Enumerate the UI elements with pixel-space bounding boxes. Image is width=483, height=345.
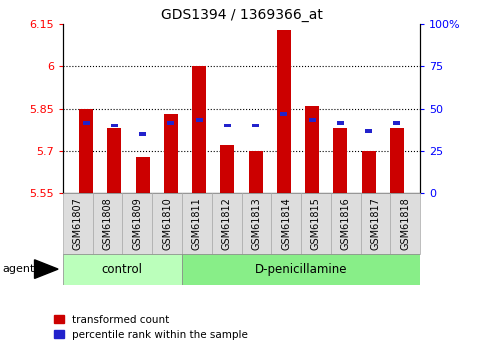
FancyBboxPatch shape: [301, 193, 331, 254]
Bar: [390, 128, 404, 193]
FancyBboxPatch shape: [63, 254, 182, 285]
Legend: transformed count, percentile rank within the sample: transformed count, percentile rank withi…: [54, 315, 248, 340]
Bar: [224, 124, 231, 127]
Polygon shape: [35, 260, 58, 278]
Bar: [337, 121, 344, 125]
Text: D-penicillamine: D-penicillamine: [255, 263, 347, 276]
Bar: [79, 109, 93, 193]
FancyBboxPatch shape: [93, 193, 122, 254]
Bar: [362, 151, 376, 193]
Bar: [111, 124, 118, 127]
FancyBboxPatch shape: [122, 193, 152, 254]
Bar: [136, 157, 150, 193]
Text: GSM61809: GSM61809: [132, 197, 142, 250]
FancyBboxPatch shape: [361, 193, 390, 254]
Bar: [280, 112, 287, 116]
Text: GSM61817: GSM61817: [370, 197, 381, 250]
Bar: [196, 118, 203, 122]
Bar: [192, 67, 206, 193]
Bar: [252, 124, 259, 127]
Bar: [333, 128, 347, 193]
Bar: [277, 30, 291, 193]
Bar: [167, 121, 174, 125]
Text: GSM61810: GSM61810: [162, 197, 172, 250]
Text: GSM61807: GSM61807: [72, 197, 83, 250]
FancyBboxPatch shape: [182, 193, 212, 254]
Text: GSM61816: GSM61816: [341, 197, 351, 250]
Bar: [249, 151, 263, 193]
FancyBboxPatch shape: [212, 193, 242, 254]
Bar: [107, 128, 121, 193]
Bar: [365, 129, 372, 133]
Text: GSM61814: GSM61814: [281, 197, 291, 250]
Text: GSM61818: GSM61818: [400, 197, 411, 250]
Bar: [305, 106, 319, 193]
FancyBboxPatch shape: [331, 193, 361, 254]
Title: GDS1394 / 1369366_at: GDS1394 / 1369366_at: [160, 8, 323, 22]
Text: GSM61815: GSM61815: [311, 197, 321, 250]
Bar: [220, 145, 234, 193]
Text: GSM61808: GSM61808: [102, 197, 113, 250]
Bar: [83, 121, 90, 125]
Text: GSM61812: GSM61812: [222, 197, 232, 250]
Bar: [139, 132, 146, 136]
Bar: [309, 118, 316, 122]
Bar: [164, 114, 178, 193]
FancyBboxPatch shape: [271, 193, 301, 254]
Bar: [393, 121, 400, 125]
Text: GSM61811: GSM61811: [192, 197, 202, 250]
FancyBboxPatch shape: [390, 193, 420, 254]
FancyBboxPatch shape: [182, 254, 420, 285]
Text: GSM61813: GSM61813: [251, 197, 261, 250]
FancyBboxPatch shape: [63, 193, 93, 254]
Text: agent: agent: [2, 264, 35, 274]
FancyBboxPatch shape: [242, 193, 271, 254]
Text: control: control: [102, 263, 143, 276]
FancyBboxPatch shape: [152, 193, 182, 254]
